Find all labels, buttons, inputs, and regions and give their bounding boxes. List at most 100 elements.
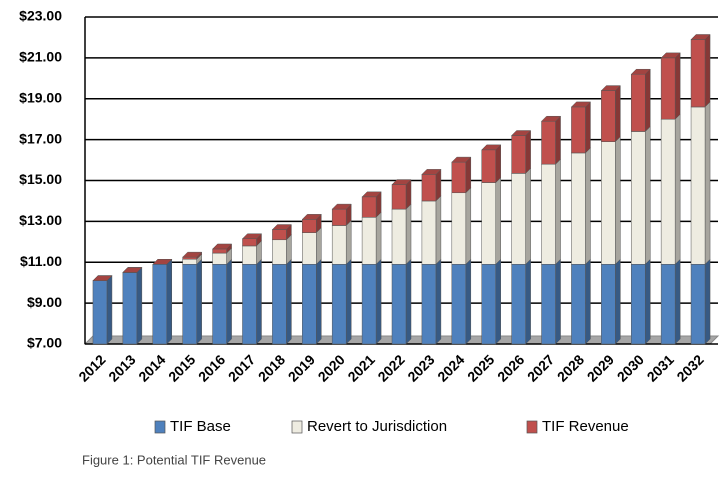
bar-side xyxy=(465,187,472,265)
bar xyxy=(391,184,407,210)
bar xyxy=(571,264,586,345)
bar-top xyxy=(271,224,292,230)
x-tick-label: 2018 xyxy=(255,351,288,384)
legend-label: Revert to Jurisdiction xyxy=(307,418,447,435)
bar-side xyxy=(256,258,262,345)
x-tick-label: 2024 xyxy=(434,351,467,384)
bar-side xyxy=(196,258,202,345)
bar-top xyxy=(92,275,113,281)
bar xyxy=(660,118,676,265)
bar xyxy=(541,163,556,265)
bar xyxy=(182,258,197,265)
x-tick-label: 2020 xyxy=(315,351,348,384)
bar xyxy=(242,264,257,345)
bar-top xyxy=(660,52,681,59)
bar-side xyxy=(375,211,382,265)
bar-side xyxy=(674,113,681,265)
bar-side xyxy=(435,195,442,265)
bar-side xyxy=(615,258,621,345)
bar xyxy=(331,208,347,226)
x-tick-label: 2028 xyxy=(554,351,587,384)
bar-top xyxy=(301,214,322,220)
bar xyxy=(601,141,616,265)
legend-swatch xyxy=(154,420,166,434)
bar xyxy=(481,182,496,265)
bar-top xyxy=(570,101,592,108)
bar xyxy=(272,264,287,345)
bar-side xyxy=(615,84,621,143)
bar-side xyxy=(585,258,591,345)
bar xyxy=(302,264,317,345)
bar-side xyxy=(435,258,442,345)
bar-side xyxy=(644,258,651,345)
bar-side xyxy=(465,258,472,345)
bar xyxy=(571,152,586,265)
bar-side xyxy=(435,168,442,202)
y-tick-label: $7.00 xyxy=(27,335,62,351)
bar-side xyxy=(465,156,472,194)
bar-side xyxy=(704,258,711,345)
x-tick-label: 2022 xyxy=(374,351,407,384)
bar xyxy=(302,232,317,265)
y-tick-label: $23.00 xyxy=(19,8,62,24)
x-tick-label: 2014 xyxy=(135,351,168,384)
y-tick-label: $15.00 xyxy=(19,171,62,187)
bar-side xyxy=(375,258,382,345)
bar-side xyxy=(286,258,292,345)
bar-side xyxy=(525,258,531,345)
x-tick-label: 2025 xyxy=(464,351,497,384)
bar xyxy=(212,252,227,265)
bar xyxy=(182,264,197,345)
x-tick-label: 2019 xyxy=(285,351,318,384)
bar xyxy=(690,264,706,345)
bar-side xyxy=(106,275,113,345)
bar xyxy=(122,272,138,345)
bar-side xyxy=(555,115,561,165)
bar-side xyxy=(405,258,412,345)
bar-top xyxy=(451,156,472,163)
bar-side xyxy=(585,147,591,265)
bar xyxy=(630,73,646,132)
y-tick-label: $9.00 xyxy=(27,294,62,310)
y-tick-label: $19.00 xyxy=(19,89,62,105)
bar-side xyxy=(316,227,322,265)
legend-swatch xyxy=(291,420,303,434)
bar xyxy=(302,219,317,233)
bar xyxy=(451,161,467,194)
bar-side xyxy=(166,258,173,345)
bar-side xyxy=(136,266,143,345)
x-tick-label: 2029 xyxy=(584,351,617,384)
x-tick-label: 2021 xyxy=(344,351,377,384)
bar-side xyxy=(405,203,412,265)
bar xyxy=(361,196,377,218)
bar xyxy=(451,192,467,265)
bar-side xyxy=(495,144,501,184)
x-tick-label: 2015 xyxy=(165,351,198,384)
bar xyxy=(541,264,556,345)
bar-side xyxy=(495,176,501,265)
bar xyxy=(601,264,616,345)
x-tick-label: 2031 xyxy=(644,351,677,384)
bar xyxy=(272,229,287,241)
bar-side xyxy=(495,258,501,345)
bar xyxy=(511,173,526,265)
bar xyxy=(630,264,646,345)
x-tick-label: 2013 xyxy=(105,351,138,384)
bar-top xyxy=(331,203,352,210)
legend-swatch xyxy=(526,420,538,434)
bar xyxy=(451,264,467,345)
bar-side xyxy=(345,258,352,345)
bar-side xyxy=(644,125,651,265)
bar xyxy=(152,264,168,345)
bar xyxy=(242,245,257,265)
bar-top xyxy=(481,144,502,151)
bar xyxy=(242,238,257,247)
bar xyxy=(92,280,108,345)
bar-side xyxy=(674,258,681,345)
bar-side xyxy=(345,219,352,265)
caption: Figure 1: Potential TIF Revenue xyxy=(82,452,266,467)
bar-side xyxy=(555,258,561,345)
bar xyxy=(182,256,197,260)
bar-top xyxy=(511,130,532,136)
